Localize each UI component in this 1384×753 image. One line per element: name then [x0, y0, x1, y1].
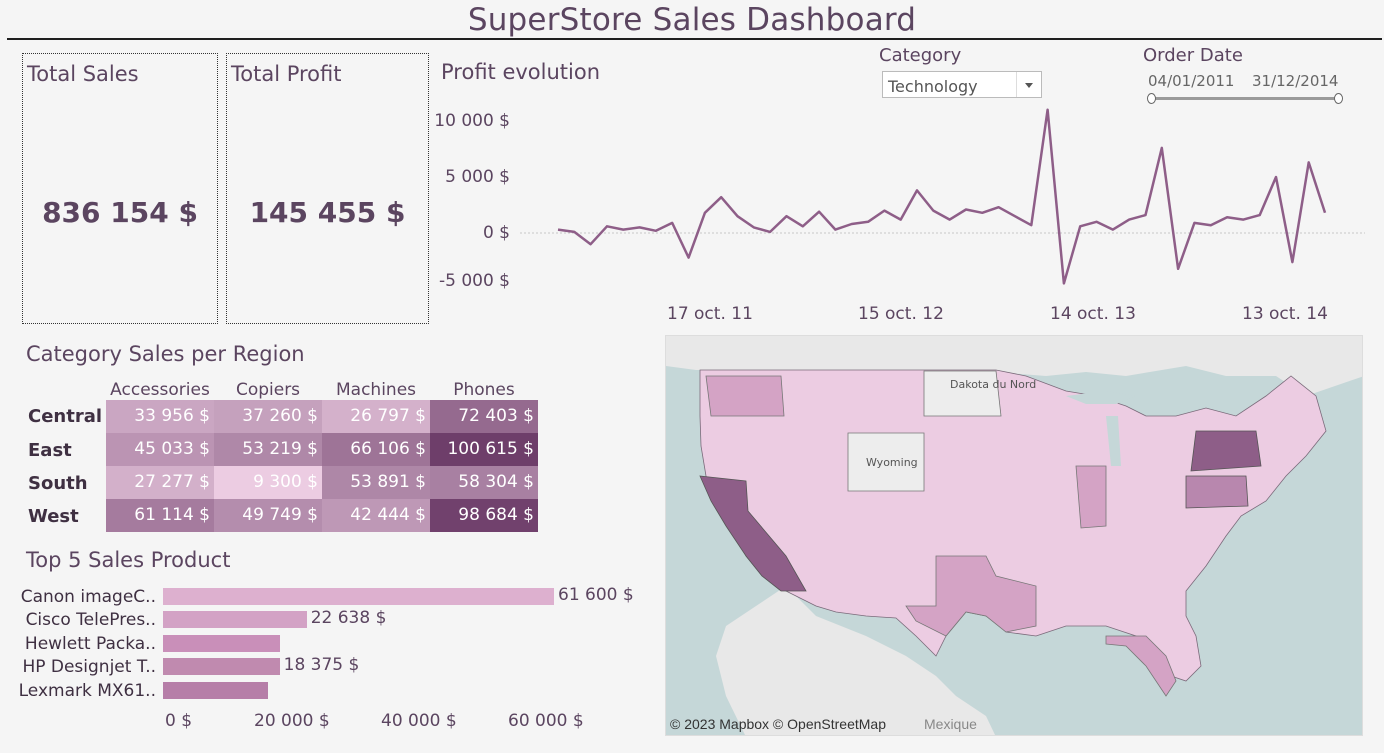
date-start-value: 04/01/2011 [1148, 72, 1235, 90]
category-filter-label: Category [879, 45, 962, 66]
heatmap-column-header: Phones [453, 380, 515, 400]
total-profit-value: 145 455 $ [249, 196, 406, 229]
profit-y-tick: 0 $ [482, 223, 510, 243]
heatmap-cell[interactable]: 37 260 $ [214, 400, 322, 433]
date-range-slider[interactable] [1151, 97, 1338, 100]
heatmap-column-header: Accessories [110, 380, 210, 400]
bar-value-label: 18 375 $ [283, 655, 360, 675]
us-states-map: Wyoming Dakota du Nord [666, 336, 1362, 735]
state-north-dakota[interactable] [923, 370, 1002, 417]
total-profit-label: Total Profit [231, 62, 342, 86]
total-profit-card: Total Profit 145 455 $ [226, 53, 429, 324]
total-sales-value: 836 154 $ [42, 196, 198, 229]
lake-superior [1066, 391, 1136, 404]
date-end-value: 31/12/2014 [1252, 72, 1339, 90]
map-label-wyoming: Wyoming [866, 456, 918, 469]
map-attribution[interactable]: © 2023 Mapbox © OpenStreetMap [670, 716, 886, 732]
heatmap-cell[interactable]: 100 615 $ [430, 433, 538, 466]
bar-category-label: Lexmark MX61.. [18, 681, 156, 701]
heatmap-row-label: South [28, 473, 88, 494]
state-california[interactable] [699, 475, 807, 592]
product-bar[interactable] [163, 588, 554, 605]
profit-line-chart [520, 108, 1365, 285]
heatmap-column-header: Machines [335, 380, 417, 400]
date-slider-start-handle[interactable] [1147, 93, 1156, 104]
bar-x-tick: 0 $ [165, 711, 193, 731]
product-bar[interactable] [163, 635, 281, 652]
product-bar[interactable] [163, 682, 268, 699]
profit-x-tick: 13 oct. 14 [1242, 304, 1328, 324]
state-texas[interactable] [905, 555, 1037, 637]
sales-map[interactable]: Wyoming Dakota du Nord © 2023 Mapbox © O… [665, 335, 1363, 736]
total-sales-label: Total Sales [27, 62, 139, 86]
top-products-title: Top 5 Sales Product [26, 548, 231, 572]
heatmap-cell[interactable]: 53 891 $ [322, 466, 430, 499]
heatmap-cell[interactable]: 42 444 $ [322, 499, 430, 532]
heatmap-row-label: East [28, 440, 72, 461]
bar-value-label: 22 638 $ [310, 608, 387, 628]
state-new-york[interactable] [1190, 430, 1262, 472]
heatmap-column-header: Copiers [235, 380, 301, 400]
bar-category-label: Canon imageC.. [20, 587, 156, 607]
heatmap-cell[interactable]: 61 114 $ [106, 499, 214, 532]
heatmap-cell[interactable]: 9 300 $ [214, 466, 322, 499]
heatmap-cell[interactable]: 27 277 $ [106, 466, 214, 499]
profit-y-tick: -5 000 $ [438, 271, 510, 291]
product-bar[interactable] [163, 658, 280, 675]
state-washington[interactable] [705, 375, 785, 417]
heatmap-title: Category Sales per Region [26, 342, 305, 366]
profit-x-tick: 15 oct. 12 [858, 304, 944, 324]
order-date-filter-label: Order Date [1143, 45, 1243, 66]
heatmap-cell[interactable]: 53 219 $ [214, 433, 322, 466]
chevron-down-icon[interactable] [1016, 72, 1041, 97]
heatmap-row-label: West [28, 506, 79, 527]
profit-y-tick: 5 000 $ [445, 167, 510, 187]
page-title: SuperStore Sales Dashboard [467, 2, 917, 38]
bar-value-label: 61 600 $ [558, 585, 634, 605]
heatmap-row-label: Central [28, 406, 103, 427]
heatmap-cell[interactable]: 72 403 $ [430, 400, 538, 433]
category-dropdown[interactable]: Technology [882, 71, 1042, 98]
total-sales-card: Total Sales 836 154 $ [22, 53, 218, 324]
bar-category-label: HP Designjet T.. [22, 657, 156, 677]
profit-chart-title: Profit evolution [441, 60, 601, 84]
bar-x-tick: 60 000 $ [508, 711, 584, 731]
date-slider-end-handle[interactable] [1334, 93, 1343, 104]
heatmap-cell[interactable]: 98 684 $ [430, 499, 538, 532]
heatmap-cell[interactable]: 66 106 $ [322, 433, 430, 466]
product-bar[interactable] [163, 611, 307, 628]
map-label-north-dakota: Dakota du Nord [950, 378, 1036, 391]
state-florida[interactable] [1105, 635, 1177, 697]
bar-x-tick: 40 000 $ [381, 711, 457, 731]
state-wyoming[interactable] [847, 432, 925, 492]
profit-series-line [557, 108, 1327, 285]
heatmap-cell[interactable]: 45 033 $ [106, 433, 214, 466]
category-selected-value: Technology [888, 77, 978, 96]
bar-category-label: Cisco TelePres.. [25, 610, 156, 630]
profit-x-tick: 14 oct. 13 [1050, 304, 1136, 324]
heatmap-cell[interactable]: 33 956 $ [106, 400, 214, 433]
bar-x-tick: 20 000 $ [254, 711, 330, 731]
heatmap-cell[interactable]: 58 304 $ [430, 466, 538, 499]
state-illinois[interactable] [1075, 465, 1107, 529]
heatmap-cell[interactable]: 49 749 $ [214, 499, 322, 532]
mexico-land [716, 586, 996, 735]
title-divider [7, 38, 1382, 40]
profit-x-tick: 17 oct. 11 [667, 304, 753, 324]
bar-category-label: Hewlett Packa.. [24, 634, 156, 654]
map-country-label: Mexique [924, 716, 977, 732]
canada-land [666, 336, 1362, 396]
heatmap-cell[interactable]: 26 797 $ [322, 400, 430, 433]
state-pennsylvania[interactable] [1185, 475, 1249, 509]
lake-michigan [1106, 416, 1121, 466]
profit-y-tick: 10 000 $ [434, 111, 510, 131]
